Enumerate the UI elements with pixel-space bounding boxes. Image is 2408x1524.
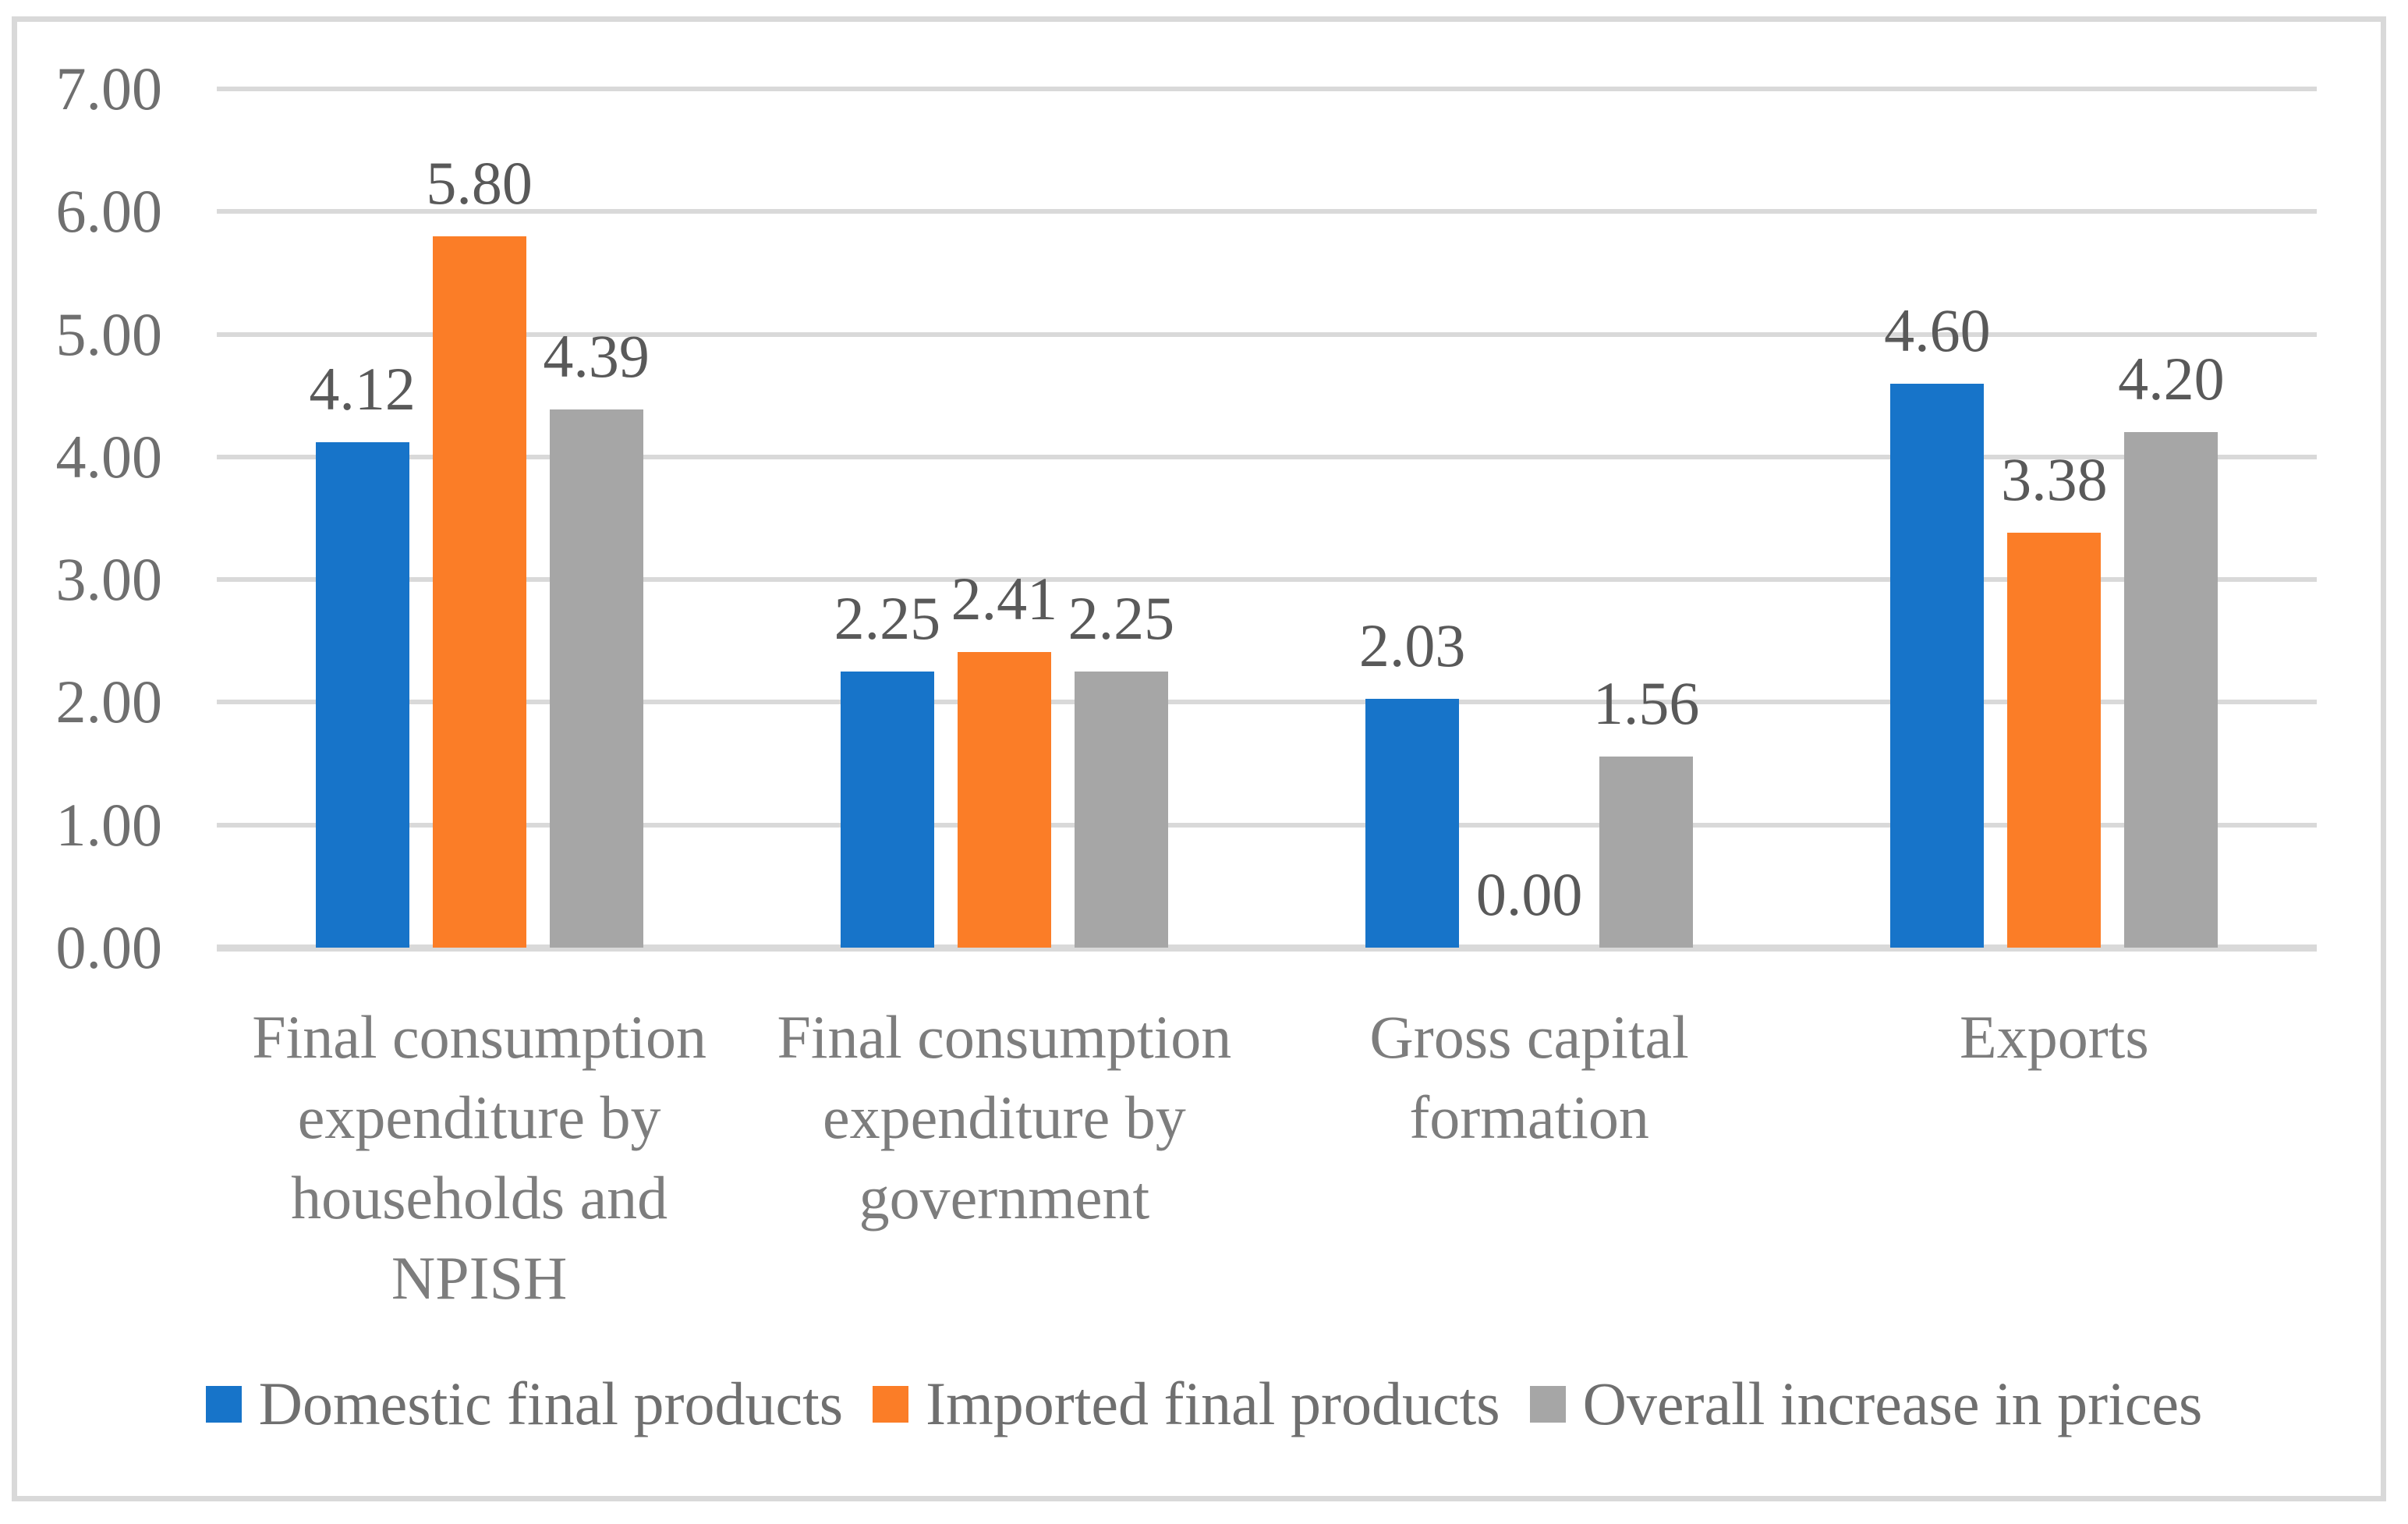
y-axis-tick-label: 3.00 xyxy=(55,545,163,614)
legend-swatch xyxy=(873,1385,909,1423)
bar-data-label: 5.80 xyxy=(426,148,533,217)
y-axis-tick-label: 0.00 xyxy=(55,913,163,981)
bar-data-label: 0.00 xyxy=(1475,860,1583,928)
category-label: Final consumption expenditure by governm… xyxy=(777,1003,1232,1232)
legend-swatch xyxy=(1529,1385,1566,1423)
bar-data-label: 4.60 xyxy=(1884,296,1991,364)
legend-label: Domestic final products xyxy=(258,1370,844,1437)
bar-data-label: 2.25 xyxy=(1068,584,1175,653)
y-axis-tick-label: 2.00 xyxy=(55,668,163,736)
chart-outer-border xyxy=(12,16,2386,1501)
gridline xyxy=(217,209,2317,214)
bar xyxy=(2007,533,2102,948)
category-label: Gross capital formation xyxy=(1369,1003,1689,1151)
gridline xyxy=(217,577,2317,583)
legend: Domestic final products Imported final pr… xyxy=(0,1366,2408,1441)
bar xyxy=(549,409,643,948)
gridline xyxy=(217,87,2317,91)
y-axis-tick-label: 1.00 xyxy=(55,790,163,859)
bar-data-label: 1.56 xyxy=(1592,668,1700,737)
bar xyxy=(1365,698,1460,948)
bar xyxy=(2124,432,2219,948)
bar-data-label: 2.25 xyxy=(834,584,941,653)
bar-data-label: 3.38 xyxy=(2001,445,2108,514)
legend-item: Domestic final products xyxy=(205,1370,844,1437)
gridline xyxy=(217,822,2317,828)
bar-data-label: 4.20 xyxy=(2118,345,2225,413)
category-label: Exports xyxy=(1960,1003,2149,1071)
bar xyxy=(315,441,409,948)
plot-area: 4.12 5.80 4.39 2.25 2.41 2.25 2.03 0.00 1.56 4.60… xyxy=(217,87,2317,952)
legend-item: Imported final products xyxy=(873,1370,1500,1437)
bar-data-label: 2.03 xyxy=(1358,611,1466,679)
y-axis-tick-label: 7.00 xyxy=(55,55,163,122)
legend-swatch xyxy=(205,1385,242,1423)
legend-label: Imported final products xyxy=(926,1370,1500,1437)
bar xyxy=(1074,672,1168,948)
x-axis-line xyxy=(217,945,2317,952)
bar-data-label: 4.39 xyxy=(543,321,650,390)
gridline xyxy=(217,700,2317,705)
gridline xyxy=(217,331,2317,337)
bar-data-label: 4.12 xyxy=(309,354,416,423)
bar-data-label: 2.41 xyxy=(951,564,1058,633)
bar xyxy=(432,236,526,948)
bar xyxy=(840,672,934,948)
legend-item: Overall increase in prices xyxy=(1529,1370,2203,1437)
gridline xyxy=(217,454,2317,459)
bar xyxy=(957,651,1051,948)
y-axis-tick-label: 6.00 xyxy=(55,177,163,246)
legend-label: Overall increase in prices xyxy=(1582,1370,2203,1437)
category-label: Final consumption expenditure by househo… xyxy=(252,1003,707,1312)
bar xyxy=(1599,756,1694,948)
bar xyxy=(1890,383,1985,948)
y-axis-tick-label: 4.00 xyxy=(55,422,163,491)
y-axis-tick-label: 5.00 xyxy=(55,299,163,368)
